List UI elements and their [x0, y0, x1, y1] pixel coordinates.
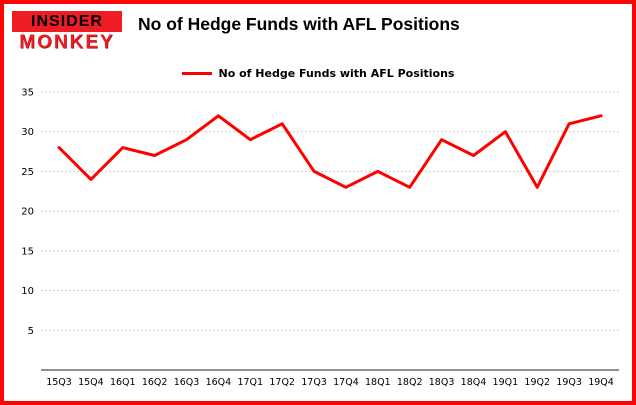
- x-tick-label: 17Q4: [333, 377, 359, 388]
- legend: No of Hedge Funds with AFL Positions: [4, 65, 632, 81]
- y-tick-label: 10: [21, 286, 34, 297]
- y-tick-label: 20: [21, 207, 34, 218]
- x-tick-label: 16Q4: [206, 377, 232, 388]
- x-tick-label: 17Q2: [269, 377, 295, 388]
- y-tick-label: 15: [21, 246, 34, 257]
- insider-monkey-logo: INSIDER MONKEY: [12, 11, 122, 53]
- x-tick-label: 15Q4: [78, 377, 104, 388]
- x-tick-label: 15Q3: [46, 377, 72, 388]
- chart-frame: INSIDER MONKEY No of Hedge Funds with AF…: [4, 4, 632, 401]
- line-chart: 5 10 15 20 25 30 35 15Q3 15Q4 16Q1 16Q2 16Q3 16Q4 17Q…: [21, 88, 619, 388]
- x-tick-label: 16Q3: [174, 377, 200, 388]
- x-tick-label: 19Q3: [556, 377, 582, 388]
- chart-title: No of Hedge Funds with AFL Positions: [138, 14, 460, 34]
- legend-label: No of Hedge Funds with AFL Positions: [218, 66, 455, 80]
- y-tick-label: 35: [21, 88, 34, 99]
- x-tick-label: 18Q2: [397, 377, 423, 388]
- logo-insider-text: INSIDER: [12, 11, 122, 32]
- y-tick-label: 25: [21, 167, 34, 178]
- header: INSIDER MONKEY No of Hedge Funds with AF…: [4, 4, 632, 59]
- logo-monkey-text: MONKEY: [19, 32, 115, 53]
- x-tick-label: 16Q1: [110, 377, 136, 388]
- x-tick-label: 19Q2: [524, 377, 550, 388]
- x-tick-label: 18Q4: [461, 377, 487, 388]
- x-tick-label: 19Q1: [493, 377, 519, 388]
- x-tick-label: 16Q2: [142, 377, 168, 388]
- x-tick-label: 17Q3: [301, 377, 327, 388]
- y-tick-label: 5: [28, 326, 34, 337]
- x-tick-label: 19Q4: [588, 377, 614, 388]
- legend-line-swatch: [181, 71, 212, 75]
- x-tick-label: 18Q3: [429, 377, 455, 388]
- y-tick-label: 30: [21, 127, 34, 138]
- series-line: [57, 114, 603, 189]
- x-tick-label: 18Q1: [365, 377, 391, 388]
- x-tick-label: 17Q1: [237, 377, 263, 388]
